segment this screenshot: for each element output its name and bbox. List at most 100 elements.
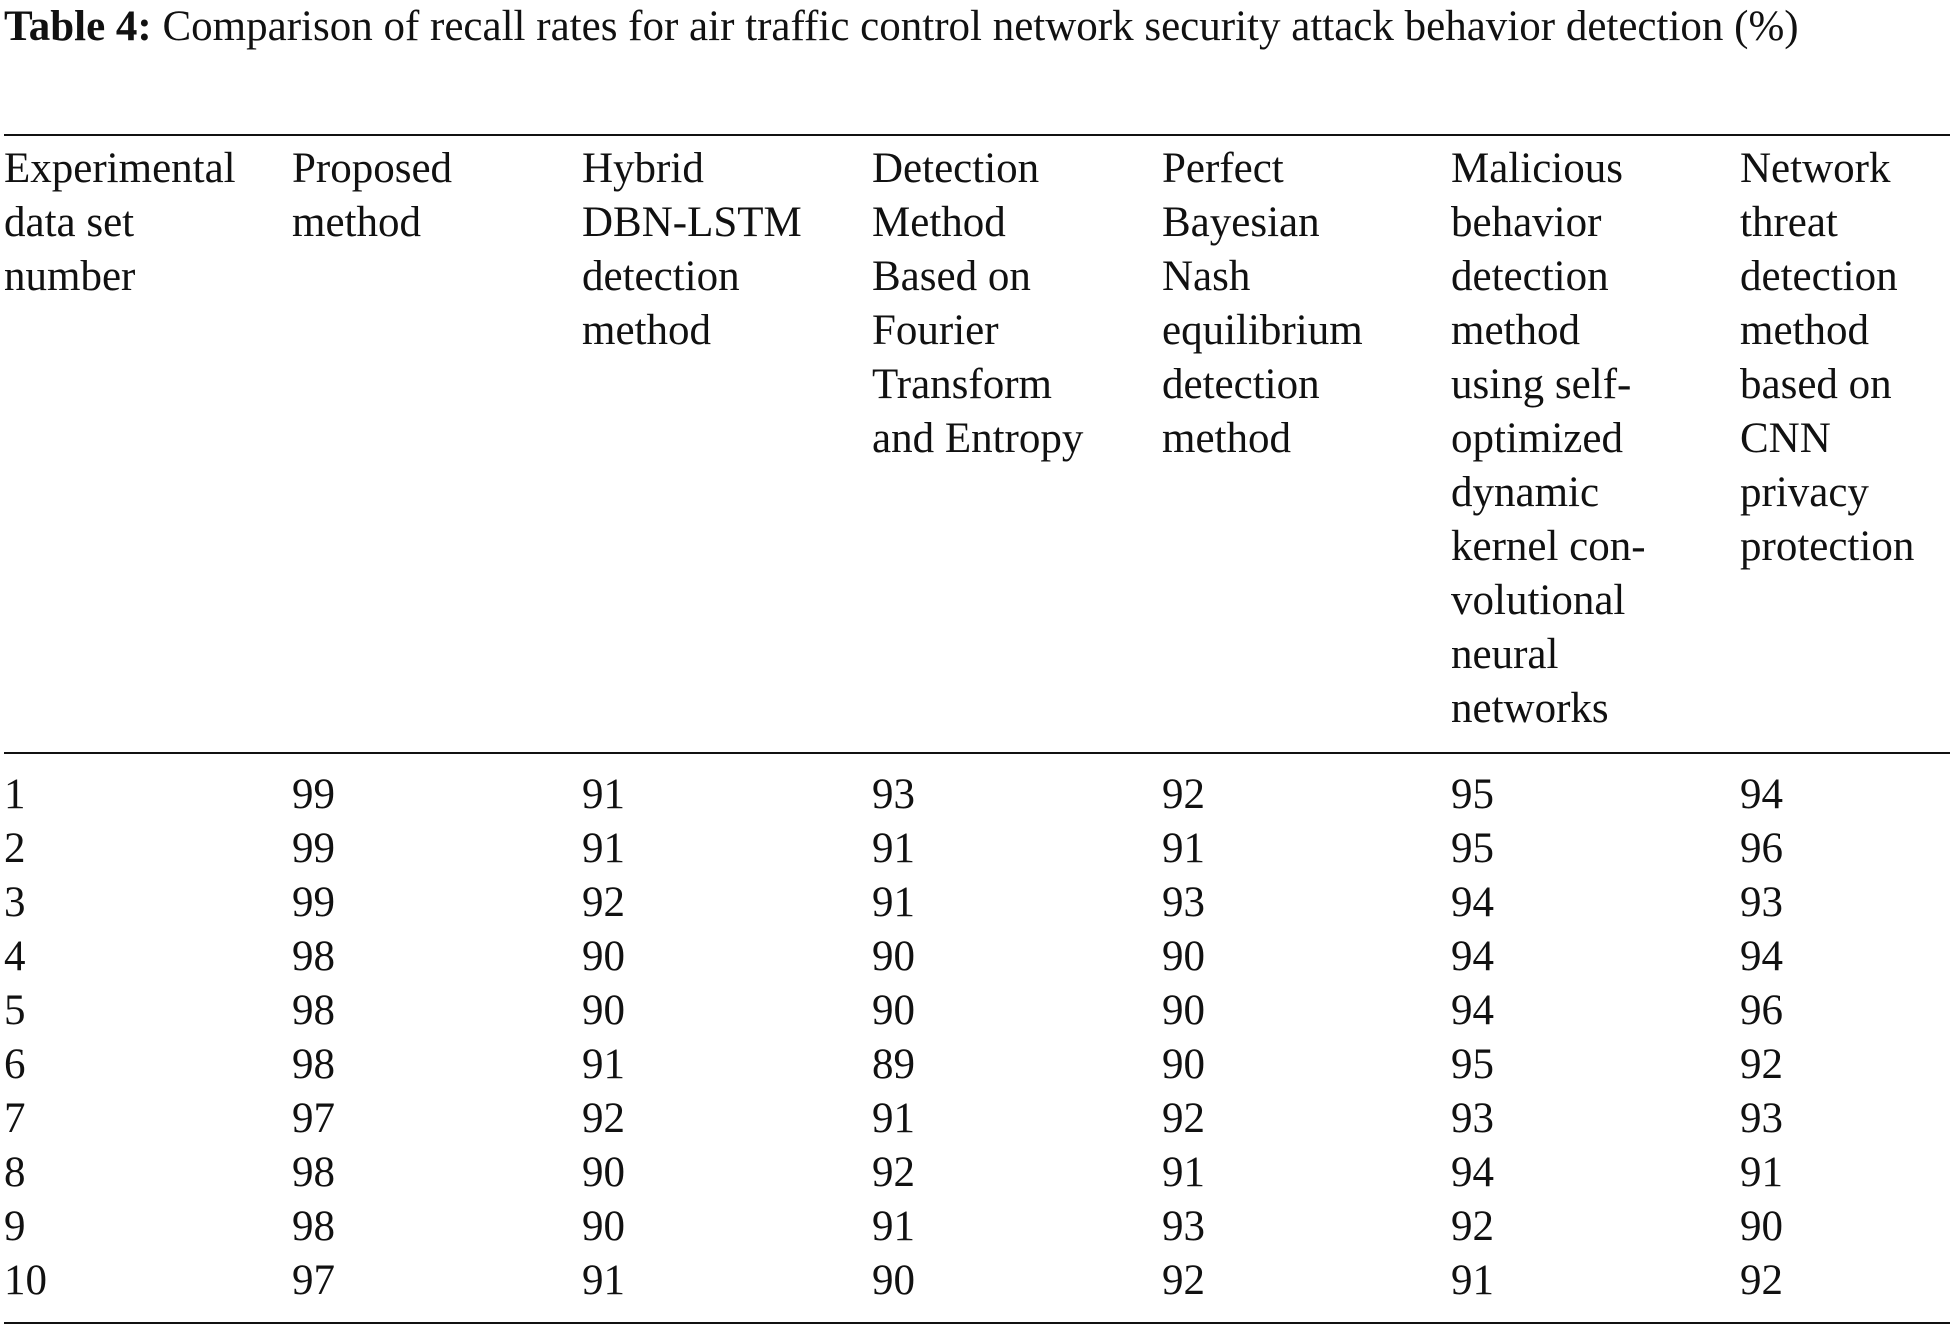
recall-value-cell: 94 <box>1451 879 1494 926</box>
recall-value-cell: 91 <box>582 1041 625 1088</box>
caption-label: Table 4: <box>4 3 152 50</box>
caption-text: Comparison of recall rates for air traff… <box>162 3 1799 50</box>
header-line: detection <box>582 253 740 300</box>
header-proposed-method: Proposed method <box>292 142 452 250</box>
recall-value-cell: 98 <box>292 987 335 1034</box>
header-line: using self- <box>1451 361 1632 408</box>
table-caption: Table 4: Comparison of recall rates for … <box>4 0 1952 53</box>
recall-value-cell: 92 <box>1740 1041 1783 1088</box>
recall-value-cell: 98 <box>292 1149 335 1196</box>
table-row: 4 98 90 90 90 94 94 <box>0 930 1954 984</box>
header-line: method <box>1162 415 1291 462</box>
header-line: volutional <box>1451 577 1626 624</box>
header-rule <box>4 752 1950 754</box>
header-line: protection <box>1740 523 1915 570</box>
recall-value-cell: 91 <box>1451 1257 1494 1304</box>
row-number-cell: 7 <box>4 1095 26 1142</box>
recall-value-cell: 91 <box>1740 1149 1783 1196</box>
recall-value-cell: 94 <box>1451 1149 1494 1196</box>
recall-value-cell: 97 <box>292 1095 335 1142</box>
header-line: dynamic <box>1451 469 1600 516</box>
recall-value-cell: 92 <box>1162 1095 1205 1142</box>
recall-value-cell: 91 <box>582 1257 625 1304</box>
header-line: method <box>1740 307 1869 354</box>
recall-value-cell: 92 <box>582 1095 625 1142</box>
header-line: Detection <box>872 145 1040 192</box>
recall-value-cell: 94 <box>1451 933 1494 980</box>
header-line: Based on <box>872 253 1031 300</box>
row-number-cell: 9 <box>4 1203 26 1250</box>
recall-value-cell: 90 <box>582 1149 625 1196</box>
row-number-cell: 2 <box>4 825 26 872</box>
recall-value-cell: 96 <box>1740 987 1783 1034</box>
recall-value-cell: 90 <box>582 1203 625 1250</box>
table-row: 3 99 92 91 93 94 93 <box>0 876 1954 930</box>
row-number-cell: 4 <box>4 933 26 980</box>
header-line: detection <box>1162 361 1320 408</box>
recall-value-cell: 98 <box>292 1203 335 1250</box>
recall-value-cell: 90 <box>582 933 625 980</box>
recall-value-cell: 98 <box>292 933 335 980</box>
recall-value-cell: 94 <box>1451 987 1494 1034</box>
recall-value-cell: 92 <box>872 1149 915 1196</box>
recall-value-cell: 98 <box>292 1041 335 1088</box>
recall-value-cell: 92 <box>1451 1203 1494 1250</box>
recall-value-cell: 90 <box>872 987 915 1034</box>
table-row: 1 99 91 93 92 95 94 <box>0 768 1954 822</box>
header-line: detection <box>1740 253 1898 300</box>
header-line: networks <box>1451 685 1609 732</box>
row-number-cell: 10 <box>4 1257 47 1304</box>
header-line: CNN <box>1740 415 1831 462</box>
recall-value-cell: 90 <box>1162 933 1205 980</box>
table-row: 2 99 91 91 91 95 96 <box>0 822 1954 876</box>
table-body: 1 99 91 93 92 95 94 2 99 91 91 91 95 96 3 99 92 91 93 94 93 4… <box>0 768 1954 1308</box>
recall-value-cell: 94 <box>1740 933 1783 980</box>
header-line: method <box>1451 307 1580 354</box>
table-row: 7 97 92 91 92 93 93 <box>0 1092 1954 1146</box>
header-line: equilibrium <box>1162 307 1363 354</box>
recall-value-cell: 90 <box>872 1257 915 1304</box>
recall-value-cell: 93 <box>1451 1095 1494 1142</box>
recall-value-cell: 90 <box>1162 1041 1205 1088</box>
header-line: Nash <box>1162 253 1251 300</box>
header-line: Fourier <box>872 307 999 354</box>
header-line: Perfect <box>1162 145 1284 192</box>
recall-value-cell: 96 <box>1740 825 1783 872</box>
header-line: Proposed <box>292 145 453 192</box>
table-row: 8 98 90 92 91 94 91 <box>0 1146 1954 1200</box>
header-hybrid-dbn-lstm: Hybrid DBN-LSTM detection method <box>582 142 802 358</box>
recall-value-cell: 91 <box>582 771 625 818</box>
header-line: method <box>292 199 421 246</box>
row-number-cell: 8 <box>4 1149 26 1196</box>
header-line: data set <box>4 199 135 246</box>
recall-value-cell: 93 <box>1162 1203 1205 1250</box>
header-line: number <box>4 253 136 300</box>
header-line: privacy <box>1740 469 1869 516</box>
table-row: 5 98 90 90 90 94 96 <box>0 984 1954 1038</box>
recall-value-cell: 93 <box>1740 1095 1783 1142</box>
header-line: threat <box>1740 199 1838 246</box>
header-line: Hybrid <box>582 145 704 192</box>
header-line: optimized <box>1451 415 1623 462</box>
recall-value-cell: 95 <box>1451 825 1494 872</box>
recall-value-cell: 95 <box>1451 771 1494 818</box>
recall-value-cell: 92 <box>1162 1257 1205 1304</box>
row-number-cell: 1 <box>4 771 26 818</box>
table-row: 6 98 91 89 90 95 92 <box>0 1038 1954 1092</box>
recall-value-cell: 90 <box>872 933 915 980</box>
recall-value-cell: 91 <box>582 825 625 872</box>
recall-value-cell: 91 <box>872 1203 915 1250</box>
header-line: Bayesian <box>1162 199 1320 246</box>
recall-value-cell: 90 <box>1740 1203 1783 1250</box>
recall-value-cell: 90 <box>1162 987 1205 1034</box>
header-malicious-behavior: Malicious behavior detection method using se… <box>1451 142 1646 736</box>
recall-value-cell: 93 <box>1162 879 1205 926</box>
recall-value-cell: 90 <box>582 987 625 1034</box>
recall-value-cell: 97 <box>292 1257 335 1304</box>
header-line: Network <box>1740 145 1891 192</box>
row-number-cell: 3 <box>4 879 26 926</box>
header-line: Experimental <box>4 145 236 192</box>
table-row: 9 98 90 91 93 92 90 <box>0 1200 1954 1254</box>
header-line: and Entropy <box>872 415 1084 462</box>
header-bayesian-nash: Perfect Bayesian Nash equilibrium detection m… <box>1162 142 1363 466</box>
